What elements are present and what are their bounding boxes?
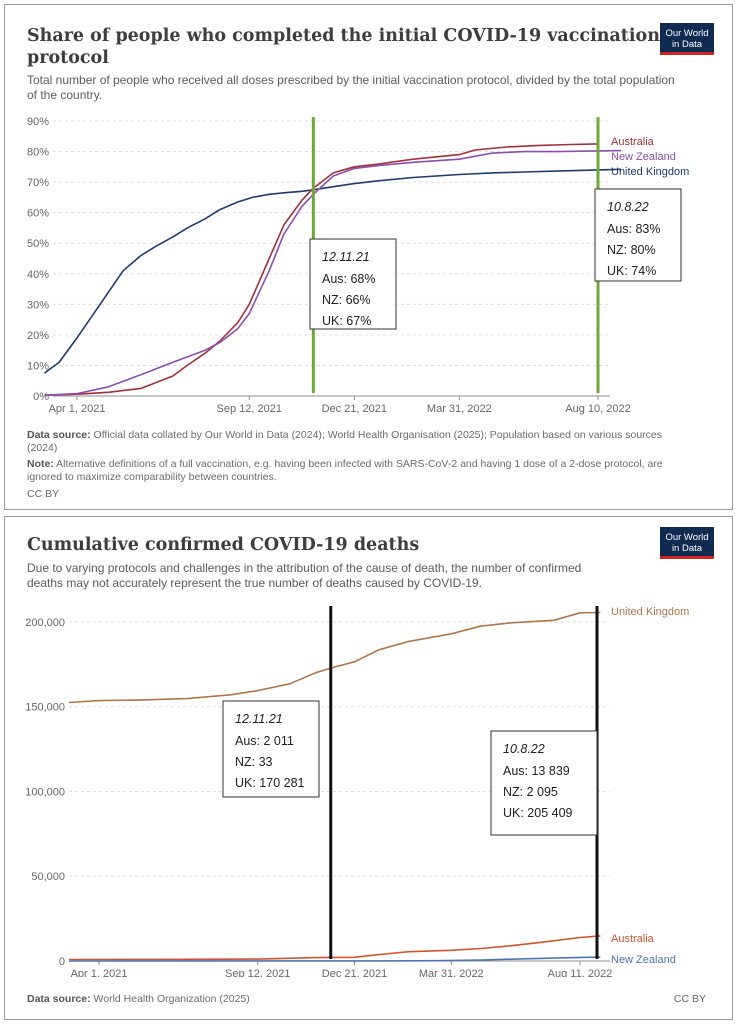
x-tick-label: Mar 31, 2022 <box>419 968 484 977</box>
y-tick-label: 20% <box>27 330 49 342</box>
y-tick-label: 70% <box>27 177 49 189</box>
y-tick-label: 80% <box>27 147 49 159</box>
series-label: Australia <box>611 136 655 148</box>
y-tick-label: 100,000 <box>25 786 65 798</box>
y-tick-label: 60% <box>27 208 49 220</box>
y-tick-label: 50,000 <box>31 871 65 883</box>
annotation-box <box>490 730 598 836</box>
annotation-value: NZ: 66% <box>322 293 371 307</box>
annotation-date: 12.11.21 <box>235 712 283 726</box>
annotation-value: Aus: 13 839 <box>503 764 570 778</box>
chart-subtitle: Due to varying protocols and challenges … <box>27 561 582 590</box>
license[interactable]: CC BY <box>673 993 706 1005</box>
y-tick-label: 90% <box>27 116 49 128</box>
series-label: New Zealand <box>611 954 676 966</box>
x-tick-label: Dec 21, 2021 <box>322 968 387 977</box>
x-tick-label: Apr 1, 2021 <box>71 968 128 977</box>
series-label: United Kingdom <box>611 606 689 618</box>
series-line-new-zealand <box>44 149 622 397</box>
license[interactable]: CC BY <box>27 488 60 500</box>
x-tick-label: Aug 10, 2022 <box>565 403 630 415</box>
series-label: New Zealand <box>611 151 676 163</box>
series-line-australia <box>44 143 599 396</box>
series-label: United Kingdom <box>611 166 689 178</box>
y-tick-label: 10% <box>27 360 49 372</box>
series-line-united-kingdom <box>68 611 601 704</box>
data-source: Data source: Official data collated by O… <box>27 429 662 454</box>
annotation-value: Aus: 68% <box>322 272 376 286</box>
annotation-value: NZ: 2 095 <box>503 785 558 799</box>
annotation-value: UK: 67% <box>322 314 371 328</box>
x-tick-label: Dec 21, 2021 <box>322 403 387 415</box>
annotation-value: UK: 205 409 <box>503 806 573 820</box>
series-line-australia <box>68 935 601 961</box>
annotation-value: UK: 74% <box>607 264 656 278</box>
owid-logo[interactable]: Our World in Data <box>660 527 714 559</box>
y-tick-label: 30% <box>27 299 49 311</box>
chart-subtitle: Total number of people who received all … <box>27 73 675 102</box>
chart-title: Cumulative confirmed COVID-19 deaths <box>27 535 420 555</box>
x-tick-label: Aug 11, 2022 <box>548 968 613 977</box>
x-tick-label: Sep 12, 2021 <box>217 403 282 415</box>
annotation-date: 10.8.22 <box>503 742 545 756</box>
x-tick-label: Sep 12, 2021 <box>225 968 290 977</box>
deaths-chart-panel: Cumulative confirmed COVID-19 deaths Due… <box>4 516 733 1020</box>
owid-logo[interactable]: Our World in Data <box>660 23 714 55</box>
y-tick-label: 0% <box>33 391 49 403</box>
annotation-value: Aus: 83% <box>607 222 661 236</box>
vaccination-line-chart: 0% 10% 20% 30% 40% 50% 60% 70% 80% 90% Apr 1, 2021… <box>27 116 689 415</box>
y-tick-label: 150,000 <box>25 702 65 714</box>
x-tick-label: Mar 31, 2022 <box>427 403 492 415</box>
annotation-value: NZ: 33 <box>235 755 273 769</box>
y-tick-label: 0 <box>59 956 65 968</box>
annotation-box <box>222 700 320 798</box>
annotation-value: NZ: 80% <box>607 243 656 257</box>
series-line-united-kingdom <box>43 168 622 374</box>
chart-title: Share of people who completed the initia… <box>27 26 660 68</box>
vaccination-chart-panel: Share of people who completed the initia… <box>4 4 733 510</box>
deaths-line-chart: 0 50,000 100,000 150,000 200,000 Apr 1, 2021 S… <box>25 606 689 977</box>
annotation-date: 12.11.21 <box>322 250 370 264</box>
chart-note: Note: Alternative definitions of a full … <box>27 458 663 483</box>
annotation-date: 10.8.22 <box>607 200 649 214</box>
annotation-box <box>594 188 682 282</box>
annotation-value: UK: 170 281 <box>235 776 305 790</box>
y-tick-label: 50% <box>27 238 49 250</box>
series-label: Australia <box>611 933 655 945</box>
series-line-new-zealand <box>68 956 601 962</box>
annotation-value: Aus: 2 011 <box>235 734 294 748</box>
data-source: Data source: World Health Organization (… <box>27 993 250 1005</box>
y-tick-label: 40% <box>27 269 49 281</box>
y-tick-label: 200,000 <box>25 617 65 629</box>
x-tick-label: Apr 1, 2021 <box>49 403 106 415</box>
annotation-box <box>309 238 397 330</box>
